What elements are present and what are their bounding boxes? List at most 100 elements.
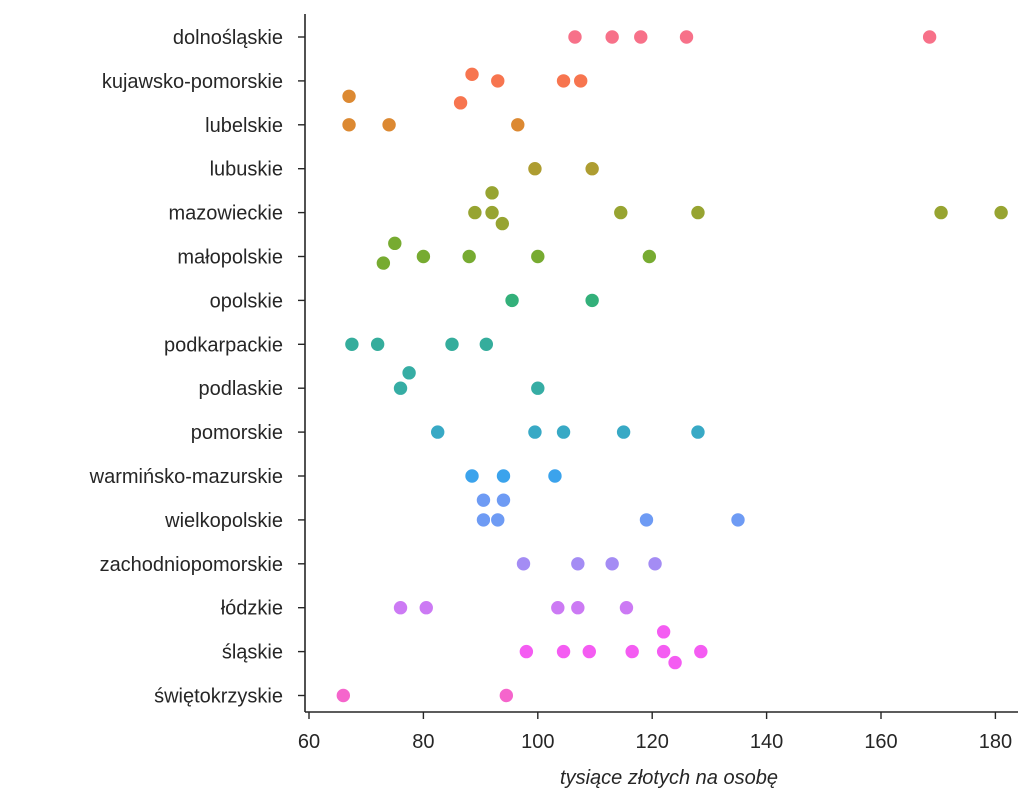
data-points	[335, 29, 1009, 704]
data-point	[530, 380, 546, 396]
y-tick-label: opolskie	[210, 290, 283, 312]
data-point	[392, 380, 409, 396]
data-point	[452, 95, 469, 111]
data-point	[573, 73, 589, 89]
data-point	[401, 365, 417, 381]
data-point	[504, 292, 520, 309]
data-point	[604, 556, 620, 572]
data-point	[555, 424, 572, 440]
data-point	[584, 292, 600, 309]
data-point	[693, 643, 709, 660]
x-tick-label: 160	[864, 731, 897, 753]
y-tick-label: świętokrzyskie	[154, 686, 283, 708]
data-point	[335, 687, 352, 704]
data-point	[375, 255, 392, 271]
data-point	[647, 556, 663, 572]
data-point	[690, 204, 706, 221]
y-axis: dolnośląskie kujawsko-pomorskie lubelskie l…	[89, 14, 306, 712]
data-point	[555, 643, 572, 660]
data-point	[618, 600, 635, 616]
data-point	[461, 248, 477, 265]
data-point	[633, 29, 649, 45]
data-point	[498, 687, 515, 704]
data-point	[655, 643, 672, 660]
data-point	[933, 204, 949, 221]
data-point	[667, 654, 683, 671]
data-point	[495, 492, 512, 508]
data-point	[387, 235, 403, 252]
data-point	[567, 29, 583, 45]
x-tick-label: 60	[298, 731, 320, 753]
y-tick-label: śląskie	[222, 642, 283, 664]
data-point	[484, 204, 500, 221]
data-point	[570, 600, 586, 616]
x-tick-label: 180	[979, 731, 1012, 753]
data-point	[495, 468, 512, 484]
data-point	[467, 204, 483, 221]
y-tick-label: wielkopolskie	[164, 510, 283, 532]
data-point	[341, 117, 357, 133]
x-axis: 60 80 100 120 140 160 180	[298, 711, 1018, 753]
x-tick-label: 100	[521, 731, 554, 753]
x-tick-label: 120	[636, 731, 669, 753]
data-point	[344, 336, 360, 352]
data-point	[518, 643, 535, 660]
data-point	[615, 424, 632, 440]
data-point	[484, 185, 500, 201]
y-tick-label: zachodniopomorskie	[100, 554, 283, 576]
data-point	[444, 336, 460, 352]
data-point	[641, 248, 658, 265]
data-point	[381, 117, 397, 133]
data-point	[678, 29, 695, 45]
data-point	[527, 424, 543, 440]
data-point	[464, 66, 480, 83]
data-point	[547, 468, 563, 484]
data-point	[730, 512, 746, 528]
data-point	[490, 73, 506, 89]
data-point	[655, 624, 672, 640]
data-point	[341, 88, 357, 104]
data-point	[613, 204, 629, 221]
data-point	[530, 248, 546, 265]
data-point	[638, 512, 655, 528]
data-point	[555, 73, 572, 89]
data-point	[494, 215, 511, 232]
x-tick-label: 80	[412, 731, 434, 753]
y-tick-label: mazowieckie	[169, 203, 283, 225]
y-tick-label: podkarpackie	[164, 334, 283, 356]
data-point	[392, 600, 409, 616]
data-point	[584, 161, 600, 177]
y-tick-label: lubuskie	[210, 159, 283, 181]
y-tick-label: lubelskie	[205, 115, 283, 137]
data-point	[510, 117, 526, 133]
y-tick-label: podlaskie	[198, 378, 283, 400]
x-axis-title: tysiące złotych na osobę	[560, 767, 778, 789]
data-point	[475, 492, 492, 508]
y-tick-label: warmińsko-mazurskie	[89, 466, 283, 488]
data-point	[515, 556, 532, 572]
data-point	[415, 248, 432, 265]
data-point	[550, 600, 566, 616]
data-point	[464, 468, 480, 484]
y-tick-label: kujawsko-pomorskie	[102, 71, 283, 93]
data-point	[993, 204, 1009, 221]
data-point	[581, 643, 597, 660]
data-point	[624, 643, 640, 660]
data-point	[921, 29, 938, 45]
y-tick-label: pomorskie	[191, 422, 283, 444]
y-tick-label: małopolskie	[177, 247, 283, 269]
data-point	[475, 512, 492, 528]
y-tick-label: dolnośląskie	[173, 27, 283, 49]
data-point	[418, 600, 434, 616]
y-tick-label: łódzkie	[221, 598, 283, 620]
data-point	[430, 424, 446, 440]
data-point	[604, 29, 620, 45]
data-point	[490, 512, 506, 528]
x-tick-label: 140	[750, 731, 783, 753]
data-point	[478, 336, 495, 352]
data-point	[527, 161, 543, 177]
data-point	[570, 556, 586, 572]
data-point	[369, 336, 386, 352]
